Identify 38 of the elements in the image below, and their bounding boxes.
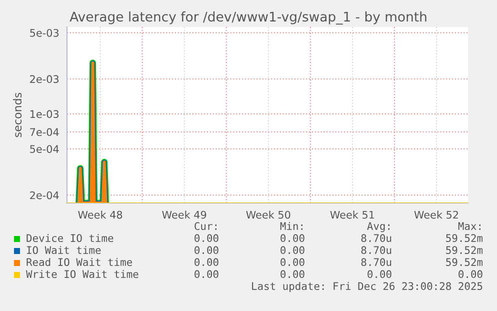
text: 59.52m bbox=[446, 258, 483, 266]
x-tick-label: Week 48 bbox=[78, 210, 122, 219]
y-axis-title: seconds bbox=[13, 92, 22, 138]
y-tick-label: 5e-03 bbox=[30, 28, 59, 37]
legend-label: Write IO Wait time bbox=[26, 270, 138, 278]
x-tick-label: Week 52 bbox=[414, 210, 458, 219]
text: Avg: bbox=[367, 222, 390, 232]
legend-label: Device IO time bbox=[26, 234, 114, 242]
y-tick-label: 5e-04 bbox=[30, 145, 59, 153]
y-tick-label: 2e-03 bbox=[30, 75, 59, 84]
y-tick-label: 2e-04 bbox=[30, 191, 59, 200]
text: 0.00 bbox=[458, 270, 482, 278]
text: Min: bbox=[280, 222, 302, 230]
text: 0.00 bbox=[280, 270, 304, 278]
y-tick-label: 1e-03 bbox=[30, 110, 59, 118]
text: 0.00 bbox=[280, 246, 304, 254]
x-tick-label: Week 49 bbox=[162, 210, 206, 219]
text: 59.52m bbox=[446, 246, 483, 254]
text: Cur: bbox=[194, 222, 216, 230]
x-tick-label: Week 51 bbox=[330, 210, 374, 219]
text: 8.70u bbox=[361, 246, 392, 254]
text: 8.70u bbox=[361, 258, 392, 266]
legend-label: Read IO Wait time bbox=[26, 258, 132, 266]
text: Last update: Fri Dec 26 23:00:28 2025 bbox=[252, 282, 482, 292]
text: 59.52m bbox=[446, 234, 483, 242]
text: 0.00 bbox=[280, 258, 304, 266]
text: 0.00 bbox=[194, 270, 218, 278]
text: 0.00 bbox=[194, 246, 218, 254]
text: 8.70u bbox=[361, 234, 392, 242]
y-tick-label: 7e-04 bbox=[30, 128, 59, 136]
x-tick-label: Week 50 bbox=[246, 210, 290, 219]
text: Max: bbox=[458, 222, 480, 230]
text: 0.00 bbox=[194, 234, 218, 242]
text: 0.00 bbox=[368, 270, 392, 278]
text: 0.00 bbox=[280, 234, 304, 242]
legend-label: IO Wait time bbox=[27, 246, 101, 254]
chart-title: Average latency for /dev/www1-vg/swap_1 - by month bbox=[70, 11, 426, 25]
text: 0.00 bbox=[194, 258, 218, 266]
